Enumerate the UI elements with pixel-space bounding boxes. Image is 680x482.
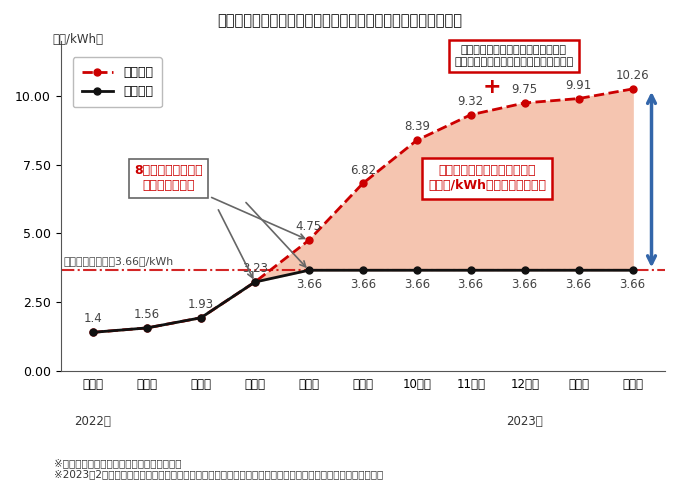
Text: 9.75: 9.75 — [511, 83, 538, 96]
Text: 4.75: 4.75 — [296, 220, 322, 233]
Text: 電源構成の変化により現行の燃料費
調整額では反映できない燃料費の増など: 電源構成の変化により現行の燃料費 調整額では反映できない燃料費の増など — [454, 45, 573, 67]
Text: 3.23: 3.23 — [242, 262, 268, 275]
Text: 燃料費調整上限：3.66円/kWh: 燃料費調整上限：3.66円/kWh — [63, 256, 173, 266]
Text: 2022年: 2022年 — [75, 415, 112, 428]
Text: 3.66: 3.66 — [619, 279, 646, 292]
Text: 3.66: 3.66 — [566, 279, 592, 292]
Legend: 上限なし, 上限あり: 上限なし, 上限あり — [73, 57, 162, 107]
Text: 9.91: 9.91 — [566, 79, 592, 92]
Text: +: + — [483, 77, 502, 97]
Text: 1.93: 1.93 — [188, 298, 214, 311]
Text: 2023年: 2023年 — [507, 415, 543, 428]
Text: 3.66: 3.66 — [511, 279, 538, 292]
Text: ※2023年2月分の金額には、国が実施する電気・ガス価格激変緩和対策事業による値引き額は含んでいません。: ※2023年2月分の金額には、国が実施する電気・ガス価格激変緩和対策事業による値… — [54, 469, 384, 480]
Text: 3.66: 3.66 — [404, 279, 430, 292]
Text: ※上記単価には消費税等相当額を含みます。: ※上記単価には消費税等相当額を含みます。 — [54, 458, 182, 469]
Text: 9.32: 9.32 — [458, 95, 483, 108]
Text: 8.39: 8.39 — [404, 120, 430, 134]
Text: 8月分電気料金より
上限価格を超過: 8月分電気料金より 上限価格を超過 — [134, 164, 305, 239]
Text: 1.56: 1.56 — [134, 308, 160, 321]
Text: 10.26: 10.26 — [616, 69, 649, 82]
Text: 燃料費調整額の上限到達影響
（７円/kWh程度の上限超過）: 燃料費調整額の上限到達影響 （７円/kWh程度の上限超過） — [428, 164, 546, 192]
Text: 3.66: 3.66 — [350, 279, 376, 292]
Text: 3.66: 3.66 — [296, 279, 322, 292]
Text: （円/kWh）: （円/kWh） — [52, 33, 103, 46]
Text: 【規制料金における燃料費調整額の上限価格超過状況の推移】: 【規制料金における燃料費調整額の上限価格超過状況の推移】 — [218, 13, 462, 28]
Text: 6.82: 6.82 — [350, 163, 376, 176]
Text: 1.4: 1.4 — [84, 312, 103, 325]
Text: 3.66: 3.66 — [458, 279, 483, 292]
